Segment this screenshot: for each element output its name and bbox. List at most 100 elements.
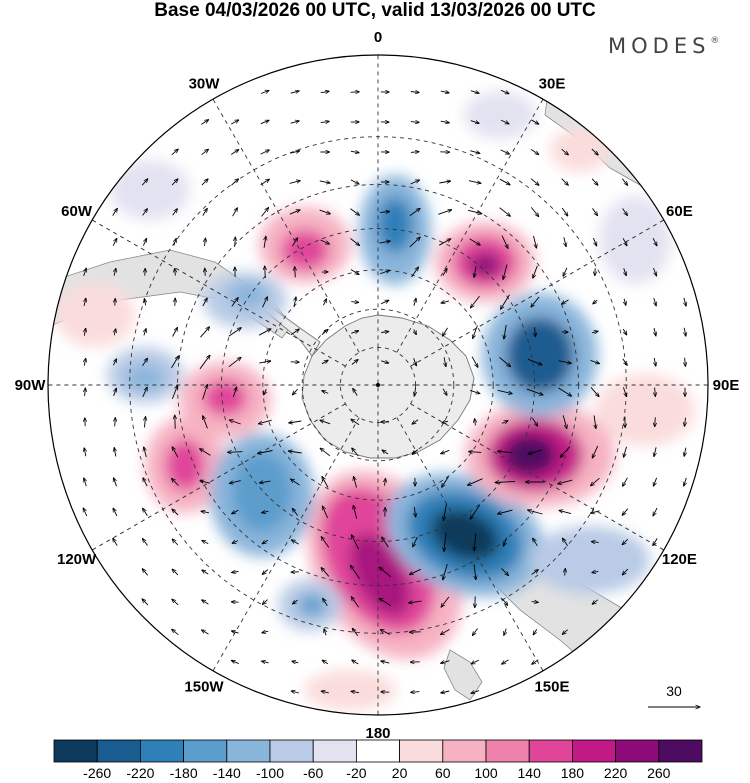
wind-vector xyxy=(470,151,480,154)
longitude-label: 120E xyxy=(662,551,697,568)
wind-vector xyxy=(352,448,359,457)
wind-vector xyxy=(590,359,600,363)
wind-vector xyxy=(498,451,513,452)
wind-vector xyxy=(172,629,179,636)
wind-vector xyxy=(684,327,686,336)
wind-vector xyxy=(500,119,509,124)
longitude-label: 30E xyxy=(539,76,566,93)
colorbar-tick-label: 220 xyxy=(604,765,628,781)
negative-anomaly-atlantic-north xyxy=(464,91,536,139)
wind-vector xyxy=(474,564,476,579)
wind-vector xyxy=(497,389,513,393)
wind-vector xyxy=(350,269,359,275)
longitude-label: 150E xyxy=(534,678,569,695)
wind-vector xyxy=(202,570,209,575)
wind-vector xyxy=(289,421,302,423)
wind-vector xyxy=(495,482,515,483)
wind-vector xyxy=(201,511,209,513)
wind-vector xyxy=(262,511,269,513)
wind-vector xyxy=(442,388,447,396)
wind-vector xyxy=(562,538,568,547)
wind-vector xyxy=(558,387,571,396)
wind-vector xyxy=(172,209,178,216)
wind-vector xyxy=(229,480,241,484)
longitude-label: 30W xyxy=(189,76,221,93)
brand-registered-mark: ® xyxy=(710,36,720,46)
wind-vector xyxy=(501,568,509,575)
wind-vector xyxy=(530,119,539,124)
wind-vector xyxy=(144,299,145,306)
meridian-line xyxy=(410,403,665,551)
longitude-label: 120W xyxy=(57,551,97,568)
longitude-label: 60E xyxy=(666,203,693,220)
wind-vector xyxy=(654,297,656,306)
wind-vector xyxy=(231,631,239,633)
wind-vector xyxy=(232,541,239,544)
wind-vector xyxy=(382,537,389,548)
wind-vector xyxy=(230,120,239,125)
wind-vector xyxy=(438,239,451,246)
wind-vector xyxy=(144,447,147,458)
wind-vector xyxy=(653,538,658,545)
colorbar-swatch xyxy=(183,739,228,763)
wind-vector xyxy=(265,266,266,279)
wind-vector xyxy=(410,122,419,123)
wind-vector xyxy=(412,449,419,455)
colorbar-swatch xyxy=(139,739,184,763)
positive-anomaly-south-africa-core xyxy=(469,253,501,277)
colorbar-swatch xyxy=(355,739,400,763)
wind-vector xyxy=(320,448,331,457)
wind-vector xyxy=(414,329,417,334)
wind-vector xyxy=(414,298,416,306)
wind-vector xyxy=(622,387,626,396)
positive-anomaly-west-australia xyxy=(595,374,695,446)
wind-vector xyxy=(380,300,389,305)
wind-vector xyxy=(290,91,299,93)
negative-anomaly-indian-core xyxy=(506,317,574,393)
wind-vector xyxy=(533,628,538,635)
wind-vector xyxy=(142,387,147,397)
wind-vector xyxy=(229,420,241,425)
negative-anomaly-africa-east xyxy=(599,196,671,284)
wind-vector xyxy=(565,569,566,576)
wind-vector xyxy=(441,661,450,664)
wind-vector xyxy=(351,535,360,550)
wind-vector xyxy=(468,180,481,184)
negative-anomaly-ross-core xyxy=(232,452,292,532)
wind-vector xyxy=(562,629,568,635)
wind-vector xyxy=(684,297,686,306)
wind-vector xyxy=(141,179,148,186)
wind-vector xyxy=(350,179,359,184)
negative-anomaly-drake-core xyxy=(228,281,268,309)
wind-vector xyxy=(654,447,656,456)
wind-vector xyxy=(592,599,599,604)
wind-vector xyxy=(322,391,329,394)
wind-vector xyxy=(592,208,598,215)
wind-vector xyxy=(653,477,658,486)
wind-vector xyxy=(320,91,329,92)
meridian-line xyxy=(396,417,544,672)
wind-vector xyxy=(262,661,269,663)
latitude-circle xyxy=(301,308,455,462)
latitude-circle xyxy=(262,269,494,501)
wind-vector xyxy=(624,298,626,306)
longitude-label: 180 xyxy=(365,725,390,742)
wind-vector xyxy=(143,508,148,516)
wind-vector xyxy=(321,537,330,548)
wind-vector xyxy=(205,238,206,246)
wind-vector xyxy=(561,178,569,186)
negative-anomaly-far-south-pacific-core xyxy=(298,594,326,616)
wind-vector xyxy=(560,446,571,458)
wind-vector xyxy=(171,149,178,156)
wind-vector xyxy=(228,328,241,337)
wind-vector xyxy=(352,628,359,636)
wind-vector xyxy=(591,477,600,486)
wind-vector xyxy=(501,421,508,424)
wind-vector xyxy=(114,329,115,336)
wind-vector xyxy=(654,357,656,366)
wind-vector xyxy=(260,91,269,94)
wind-vector xyxy=(293,599,298,604)
wind-vector xyxy=(114,268,116,276)
longitude-label: 150W xyxy=(184,678,224,695)
